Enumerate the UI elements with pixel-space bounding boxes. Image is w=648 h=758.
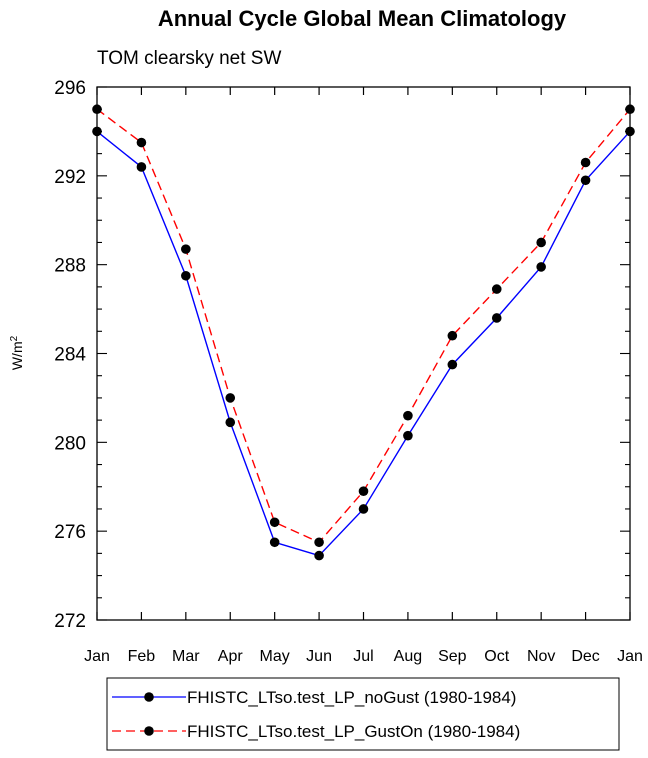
series-1-point (92, 104, 102, 115)
series-1-point (314, 537, 324, 548)
plot-area-frame (96, 86, 631, 621)
series-0-point (536, 262, 546, 272)
x-axis: Jan Feb Mar Apr May Jun Jul Aug Sep Oct Nov Dec Jan (84, 87, 643, 665)
series-layer (92, 104, 635, 561)
chart-title: Annual Cycle Global Mean Climatology (158, 6, 567, 31)
y-tick-label: 296 (54, 78, 86, 99)
series-0-point (403, 430, 413, 441)
series-0-point (580, 175, 591, 186)
chart-subtitle: TOM clearsky net SW (97, 48, 281, 69)
legend-label-guston: FHISTC_LTso.test_LP_GustOn (1980-1984) (187, 722, 520, 741)
series-1-point (447, 330, 458, 341)
x-tick-label: Jun (306, 648, 332, 665)
series-0-point (314, 550, 324, 561)
legend: FHISTC_LTso.test_LP_noGust (1980-1984) F… (106, 677, 620, 751)
y-tick-label: 272 (54, 611, 86, 632)
series-0-point (358, 504, 369, 514)
x-tick-label: Aug (394, 648, 422, 665)
x-tick-label: Nov (527, 648, 555, 665)
series-0-point (225, 417, 236, 428)
y-tick-label: 276 (54, 522, 86, 543)
legend-marker-nogust (144, 692, 154, 702)
x-tick-label: Sep (438, 648, 467, 665)
legend-box (106, 677, 620, 751)
series-0-point (181, 270, 191, 281)
y-axis: 272 276 280 284 288 292 296 (54, 78, 630, 632)
y-tick-label: 280 (54, 433, 86, 454)
series-0-point (625, 126, 635, 137)
series-1-point (625, 104, 635, 115)
x-tick-label: Dec (571, 648, 599, 665)
x-tick-label: Jan (617, 648, 643, 665)
y-axis-label: W/m2 (9, 335, 25, 370)
x-tick-label: Feb (128, 648, 156, 665)
series-1-point (580, 157, 591, 168)
legend-label-nogust: FHISTC_LTso.test_LP_noGust (1980-1984) (187, 688, 516, 707)
y-tick-label: 284 (54, 345, 86, 366)
y-axis-label-superscript: 2 (9, 335, 20, 341)
series-line-1 (96, 108, 631, 544)
series-1-point (225, 393, 236, 403)
series-0-point (136, 162, 147, 172)
series-1-point (358, 486, 369, 496)
y-axis-label-text: W/m (9, 341, 25, 370)
legend-marker-guston (144, 726, 154, 736)
series-1-point (491, 284, 502, 294)
x-tick-label: Jul (353, 648, 373, 665)
x-tick-label: Mar (172, 648, 200, 665)
series-1-point (181, 244, 191, 254)
x-tick-label: Oct (484, 648, 509, 665)
x-tick-label: Jan (84, 648, 110, 665)
x-tick-label: Apr (218, 648, 244, 665)
series-0-point (447, 359, 458, 370)
x-tick-label: May (260, 648, 290, 665)
series-1-point (136, 137, 147, 148)
series-1-point (536, 237, 546, 248)
series-0-point (92, 126, 102, 137)
series-0-point (269, 537, 280, 548)
y-tick-label: 292 (54, 167, 86, 188)
series-1-point (403, 410, 413, 421)
svg-text:W/m2: W/m2 (9, 335, 25, 370)
y-tick-label: 288 (54, 256, 86, 277)
series-1-point (269, 517, 280, 528)
series-0-point (491, 313, 502, 323)
